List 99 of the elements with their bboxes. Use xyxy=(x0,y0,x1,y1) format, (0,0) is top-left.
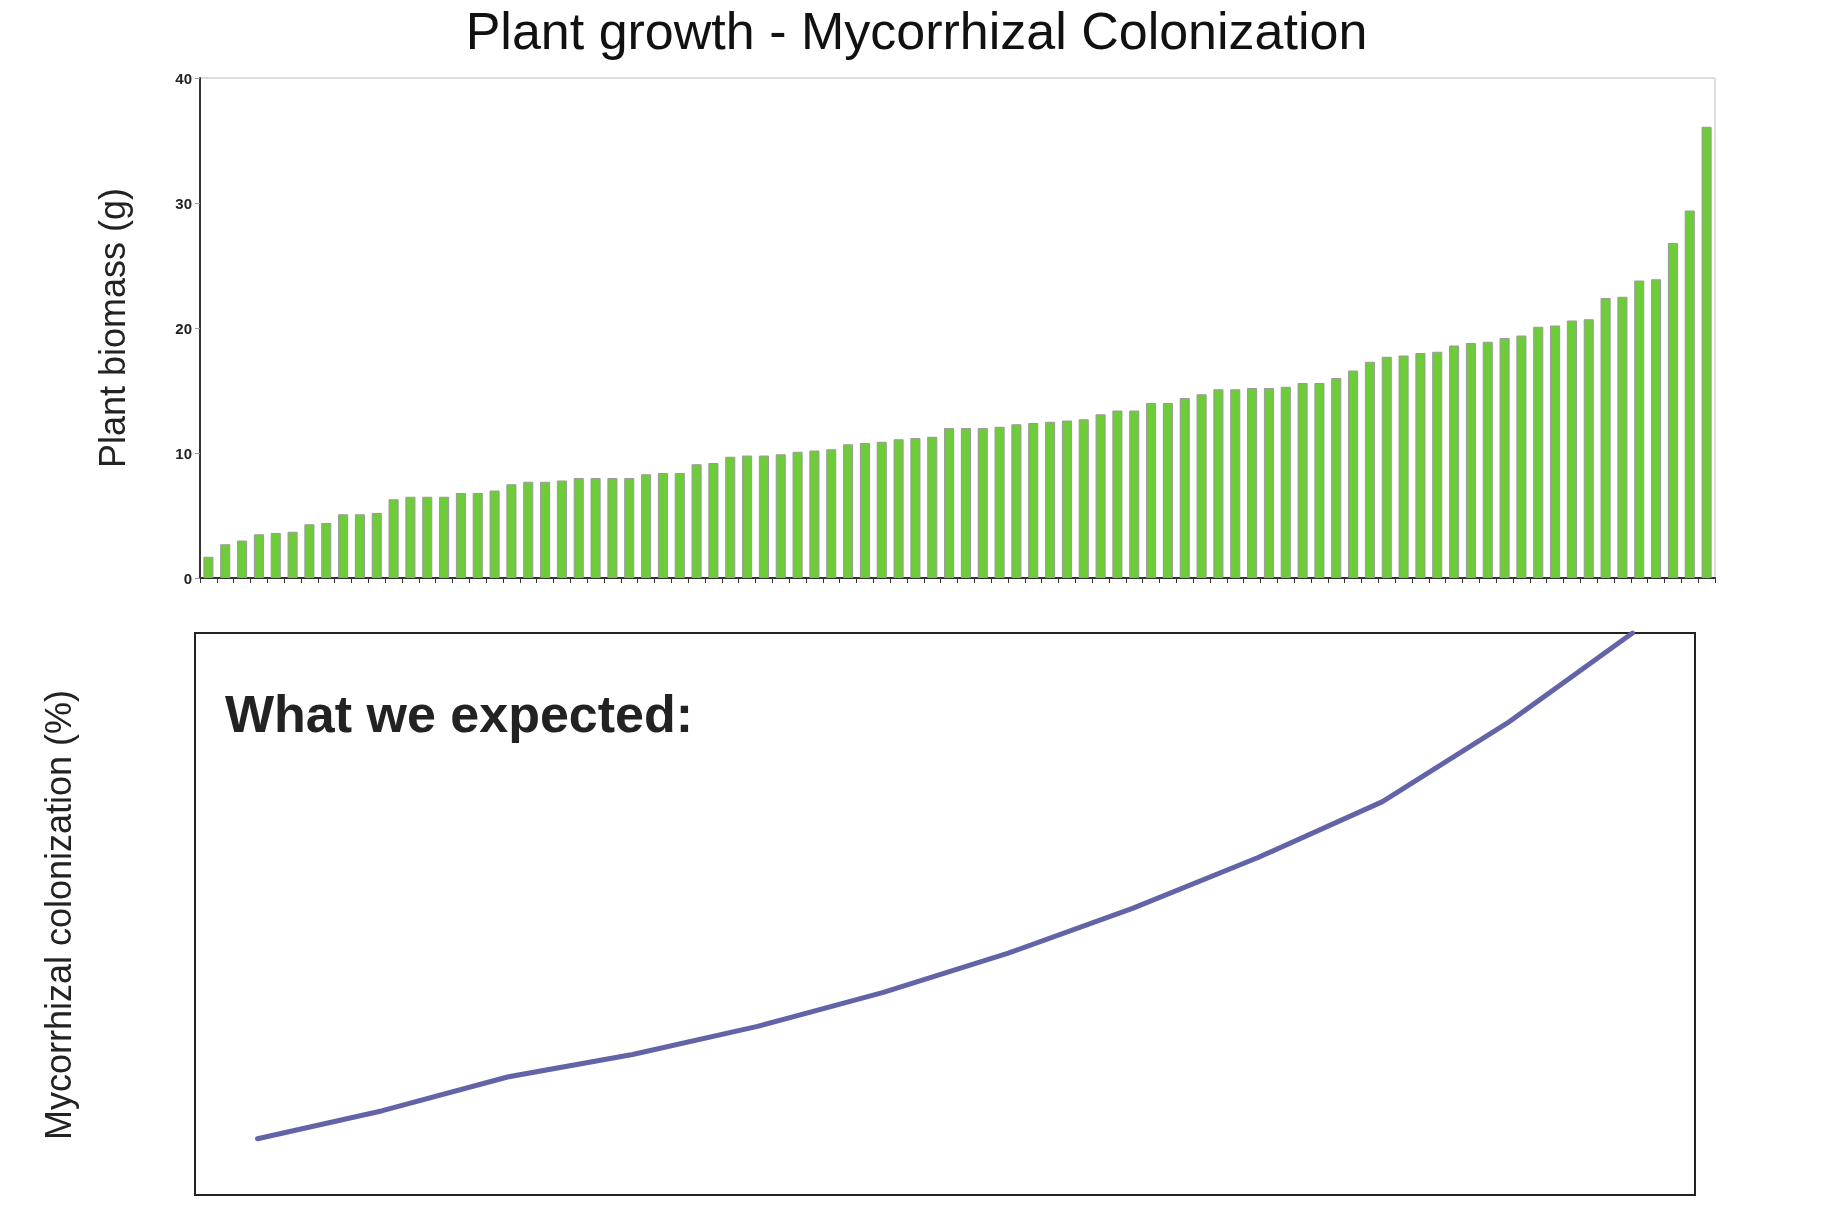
bar xyxy=(1566,320,1577,578)
bar xyxy=(354,514,365,578)
bar xyxy=(1449,345,1460,578)
bar xyxy=(556,480,567,578)
bar xyxy=(270,533,281,578)
bar xyxy=(439,496,450,578)
bar xyxy=(1045,421,1056,578)
bar xyxy=(1600,298,1611,578)
bar xyxy=(1482,341,1493,578)
bar xyxy=(287,531,298,578)
bar xyxy=(1550,325,1561,578)
bar xyxy=(910,438,921,578)
bar xyxy=(338,514,349,578)
y-tick-label: 0 xyxy=(183,569,192,587)
bar xyxy=(1095,414,1106,578)
bar xyxy=(1348,370,1359,578)
bar xyxy=(607,478,618,578)
bar xyxy=(674,473,685,578)
bar xyxy=(1314,383,1325,578)
bar xyxy=(775,454,786,578)
bar xyxy=(1230,389,1241,578)
bar xyxy=(691,464,702,578)
bar xyxy=(641,474,652,578)
bar xyxy=(944,428,955,578)
y-axis-title: Mycorrhizal colonization (%) xyxy=(37,689,79,1141)
bar xyxy=(1684,210,1695,578)
chart-title: Plant growth - Mycorrhizal Colonization xyxy=(465,2,1368,60)
bar xyxy=(624,478,635,578)
bar xyxy=(1583,319,1594,578)
bar xyxy=(1146,403,1157,578)
bar xyxy=(725,456,736,578)
bar xyxy=(1331,378,1342,578)
bar xyxy=(1667,243,1678,578)
bar xyxy=(1129,410,1140,578)
bar xyxy=(792,451,803,578)
bar xyxy=(657,473,668,578)
bar xyxy=(1061,420,1072,578)
bar xyxy=(1651,279,1662,578)
y-tick-label: 20 xyxy=(175,319,192,337)
bar xyxy=(1617,296,1628,578)
bar xyxy=(994,426,1005,578)
bar xyxy=(523,481,534,578)
bar xyxy=(1533,326,1544,578)
bar xyxy=(927,436,938,578)
bar xyxy=(540,481,551,578)
y-tick-label: 10 xyxy=(175,444,192,462)
bar xyxy=(1432,351,1443,578)
y-axis-title: Plant biomass (g) xyxy=(91,187,133,469)
bar xyxy=(1398,355,1409,578)
bar xyxy=(371,513,382,578)
bar xyxy=(977,428,988,578)
bar xyxy=(1381,356,1392,578)
bar xyxy=(1028,423,1039,578)
bar xyxy=(758,455,769,578)
bar xyxy=(1364,361,1375,578)
bar xyxy=(742,455,753,578)
bar xyxy=(1213,389,1224,578)
bar xyxy=(1516,335,1527,578)
bar xyxy=(843,444,854,578)
bar xyxy=(1263,388,1274,578)
bar xyxy=(1280,386,1291,578)
bar xyxy=(1162,403,1173,578)
bar xyxy=(590,478,601,578)
bar xyxy=(220,544,231,578)
bar xyxy=(1701,126,1712,578)
bar xyxy=(489,490,500,578)
bar xyxy=(1415,353,1426,578)
bar xyxy=(1297,383,1308,578)
bar xyxy=(826,449,837,578)
bar xyxy=(472,493,483,578)
bar xyxy=(422,496,433,578)
bar xyxy=(1196,394,1207,578)
bar xyxy=(405,496,416,578)
bar xyxy=(1465,343,1476,578)
bar xyxy=(1011,424,1022,578)
y-tick-label: 40 xyxy=(175,69,192,87)
bar xyxy=(573,478,584,578)
bar xyxy=(388,499,399,578)
y-tick-label: 30 xyxy=(175,194,192,212)
bar xyxy=(1179,398,1190,578)
bar xyxy=(1247,388,1258,578)
bar xyxy=(253,534,264,578)
bar xyxy=(876,441,887,578)
bar xyxy=(506,484,517,578)
bar xyxy=(859,443,870,578)
bar xyxy=(1634,280,1645,578)
bar xyxy=(203,556,214,578)
bar xyxy=(455,493,466,578)
bar xyxy=(1499,338,1510,578)
bar xyxy=(893,439,904,578)
bar xyxy=(1078,419,1089,578)
annotation: What we expected: xyxy=(225,685,694,743)
bar xyxy=(321,523,332,578)
bar xyxy=(708,463,719,578)
bar xyxy=(237,540,248,578)
bar xyxy=(960,428,971,578)
bar xyxy=(809,450,820,578)
bar xyxy=(304,524,315,578)
bar xyxy=(1112,410,1123,578)
